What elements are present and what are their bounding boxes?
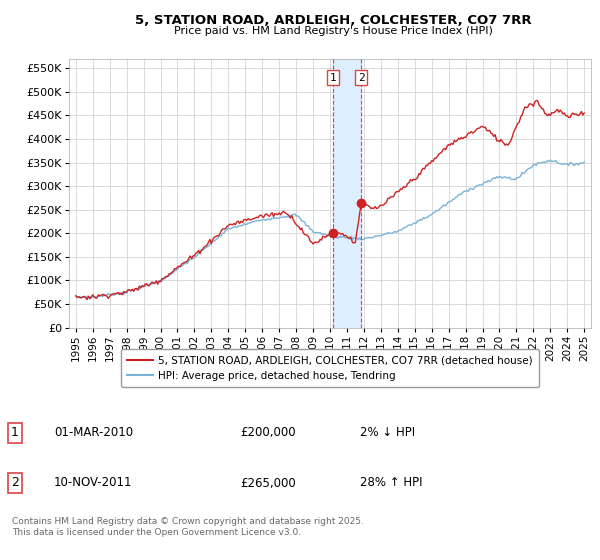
Text: £265,000: £265,000 — [240, 477, 296, 489]
Text: 2: 2 — [11, 477, 19, 489]
Text: 2: 2 — [358, 73, 364, 83]
Text: 28% ↑ HPI: 28% ↑ HPI — [360, 477, 422, 489]
Text: Price paid vs. HM Land Registry's House Price Index (HPI): Price paid vs. HM Land Registry's House … — [173, 26, 493, 36]
Text: 2% ↓ HPI: 2% ↓ HPI — [360, 427, 415, 440]
Text: 1: 1 — [11, 427, 19, 440]
Bar — [333, 59, 361, 328]
Text: 1: 1 — [329, 73, 336, 83]
Text: 10-NOV-2011: 10-NOV-2011 — [54, 477, 133, 489]
Text: Contains HM Land Registry data © Crown copyright and database right 2025.
This d: Contains HM Land Registry data © Crown c… — [12, 517, 364, 536]
Text: £200,000: £200,000 — [240, 427, 296, 440]
Text: 01-MAR-2010: 01-MAR-2010 — [54, 427, 133, 440]
Legend: 5, STATION ROAD, ARDLEIGH, COLCHESTER, CO7 7RR (detached house), HPI: Average pr: 5, STATION ROAD, ARDLEIGH, COLCHESTER, C… — [121, 349, 539, 387]
Text: 5, STATION ROAD, ARDLEIGH, COLCHESTER, CO7 7RR: 5, STATION ROAD, ARDLEIGH, COLCHESTER, C… — [134, 14, 532, 27]
